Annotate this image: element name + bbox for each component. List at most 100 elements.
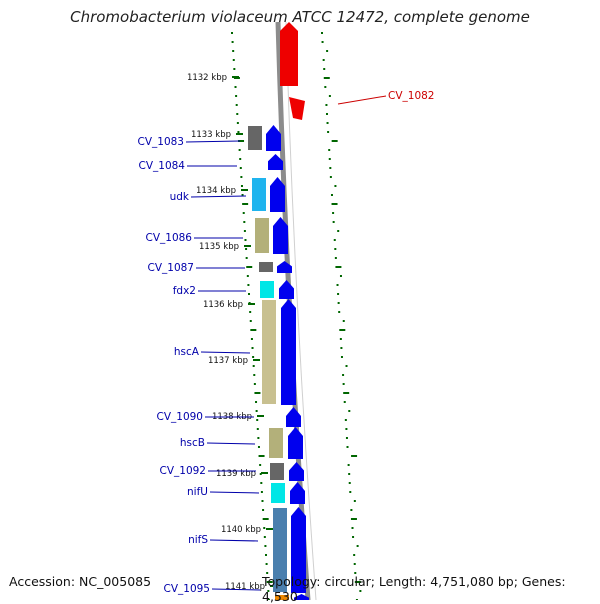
gc-track-inner-dot bbox=[242, 203, 249, 205]
gene-label-CV_1087: CV_1087 bbox=[148, 262, 195, 274]
tick-label: 1137 kbp bbox=[208, 356, 248, 366]
gc-track-outer-dot bbox=[323, 68, 326, 70]
gc-track-inner-dot bbox=[231, 32, 233, 34]
gc-track-inner-dot bbox=[247, 284, 250, 286]
gene-category-CV_1095 bbox=[275, 595, 289, 600]
backbone-inner bbox=[285, 21, 317, 600]
gene-arrow-hscA bbox=[281, 299, 296, 405]
gc-track-inner-dot bbox=[255, 401, 258, 403]
gc-track-outer-dot bbox=[326, 50, 329, 52]
gc-track-inner-dot bbox=[246, 266, 253, 268]
gc-track-inner-dot bbox=[263, 527, 266, 529]
gc-track-outer-dot bbox=[338, 311, 341, 313]
gc-track-outer-dot bbox=[339, 275, 342, 277]
gene-category-hscB bbox=[269, 428, 283, 458]
gc-track-inner-dot bbox=[266, 581, 273, 583]
gc-track-inner-dot bbox=[260, 491, 263, 493]
gc-track-outer-dot bbox=[345, 437, 348, 439]
gc-track-outer-dot bbox=[342, 320, 345, 322]
gc-track-outer-dot bbox=[336, 284, 339, 286]
gc-track-outer-dot bbox=[337, 293, 340, 295]
gc-track-inner-dot bbox=[267, 590, 270, 592]
gene-category-nifS bbox=[273, 508, 287, 592]
gene-category-nifU bbox=[271, 483, 285, 503]
gc-track-outer-dot bbox=[333, 239, 336, 241]
gc-track-outer-dot bbox=[345, 428, 348, 430]
gc-track-inner-dot bbox=[243, 221, 246, 223]
gc-track-outer-dot bbox=[359, 590, 362, 592]
tick-label: 1141 kbp bbox=[225, 582, 265, 592]
gc-track-outer-dot bbox=[329, 176, 332, 178]
gc-track-inner-dot bbox=[252, 365, 255, 367]
gene-leader-line bbox=[200, 351, 251, 354]
gc-track-inner-dot bbox=[251, 347, 254, 349]
gene-label-CV_1086: CV_1086 bbox=[146, 232, 193, 244]
gene-label-fdx2: fdx2 bbox=[173, 285, 196, 297]
gene-category-CV_1092 bbox=[270, 463, 284, 480]
gene-leader-line bbox=[337, 95, 387, 105]
gene-label-nifU: nifU bbox=[187, 486, 208, 498]
gc-track-inner-dot bbox=[232, 50, 235, 52]
gene-category-CV_1083 bbox=[248, 126, 262, 150]
gc-track-inner-dot bbox=[266, 572, 269, 574]
gc-track-outer-dot bbox=[348, 410, 351, 412]
tick-mark bbox=[248, 303, 255, 305]
gene-label-nifS: nifS bbox=[188, 534, 208, 546]
gc-track-outer-dot bbox=[353, 500, 356, 502]
gc-track-outer-dot bbox=[347, 464, 350, 466]
gc-track-outer-dot bbox=[334, 185, 337, 187]
gc-track-outer-dot bbox=[327, 131, 330, 133]
gc-track-inner-dot bbox=[265, 554, 268, 556]
gc-track-outer-dot bbox=[332, 212, 335, 214]
gc-track-inner-dot bbox=[257, 437, 260, 439]
gc-track-outer-dot bbox=[328, 95, 331, 97]
gene-arrow-CV_1092 bbox=[289, 462, 304, 481]
gc-track-outer-dot bbox=[353, 554, 356, 556]
tick-label: 1135 kbp bbox=[199, 242, 239, 252]
gene-arrow-nifS bbox=[291, 507, 306, 593]
gc-track-inner-dot bbox=[256, 428, 259, 430]
gc-track-outer-dot bbox=[337, 230, 340, 232]
gc-track-inner-dot bbox=[242, 212, 245, 214]
gc-track-inner-dot bbox=[250, 329, 257, 331]
gc-track-outer-dot bbox=[351, 455, 358, 457]
gc-track-inner-dot bbox=[254, 392, 261, 394]
gc-track-outer-dot bbox=[348, 482, 351, 484]
gc-track-inner-dot bbox=[241, 194, 244, 196]
gc-track-inner-dot bbox=[253, 383, 256, 385]
gc-track-inner-dot bbox=[239, 167, 242, 169]
gene-leader-line bbox=[190, 195, 247, 198]
gene-category-fdx2 bbox=[260, 281, 274, 298]
gene-arrow-CV_1084 bbox=[268, 154, 283, 170]
gc-track-inner-dot bbox=[252, 356, 255, 358]
tick-mark bbox=[253, 359, 260, 361]
gene-label-hscB: hscB bbox=[180, 437, 205, 449]
gc-track-inner-dot bbox=[243, 230, 246, 232]
gene-label-udk: udk bbox=[170, 191, 190, 203]
gene-arrow-CV_1083 bbox=[266, 125, 281, 151]
gc-track-inner-dot bbox=[256, 419, 259, 421]
gene-arrow-udk bbox=[270, 177, 285, 212]
gc-track-outer-dot bbox=[356, 545, 359, 547]
gc-track-outer-dot bbox=[343, 401, 346, 403]
gc-track-inner-dot bbox=[236, 113, 239, 115]
gc-track-outer-dot bbox=[330, 194, 333, 196]
gc-track-outer-dot bbox=[337, 302, 340, 304]
gc-track-outer-dot bbox=[345, 365, 348, 367]
gc-track-outer-dot bbox=[351, 527, 354, 529]
gene-label-CV_1092: CV_1092 bbox=[160, 465, 207, 477]
gc-track-inner-dot bbox=[255, 410, 258, 412]
gc-track-inner-dot bbox=[239, 158, 242, 160]
gene-label-CV_1084: CV_1084 bbox=[139, 160, 186, 172]
tick-label: 1132 kbp bbox=[187, 73, 227, 83]
gene-leader-line bbox=[209, 539, 259, 542]
gc-track-outer-dot bbox=[331, 140, 338, 142]
gc-track-outer-dot bbox=[354, 581, 361, 583]
tick-label: 1140 kbp bbox=[221, 525, 261, 535]
gc-track-inner-dot bbox=[259, 464, 262, 466]
gene-category-udk bbox=[252, 178, 266, 211]
gc-track-outer-dot bbox=[339, 329, 346, 331]
gc-track-inner-dot bbox=[263, 536, 266, 538]
tick-label: 1136 kbp bbox=[203, 300, 243, 310]
gc-track-inner-dot bbox=[235, 104, 238, 106]
